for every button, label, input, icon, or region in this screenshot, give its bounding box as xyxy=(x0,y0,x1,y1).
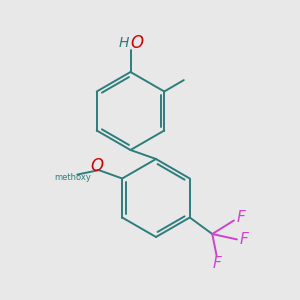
Text: O: O xyxy=(90,157,103,175)
Text: F: F xyxy=(236,210,245,225)
Text: O: O xyxy=(130,34,144,52)
Text: F: F xyxy=(212,256,221,271)
Text: F: F xyxy=(239,232,248,247)
Text: methoxy: methoxy xyxy=(54,172,91,182)
Text: H: H xyxy=(119,36,129,50)
